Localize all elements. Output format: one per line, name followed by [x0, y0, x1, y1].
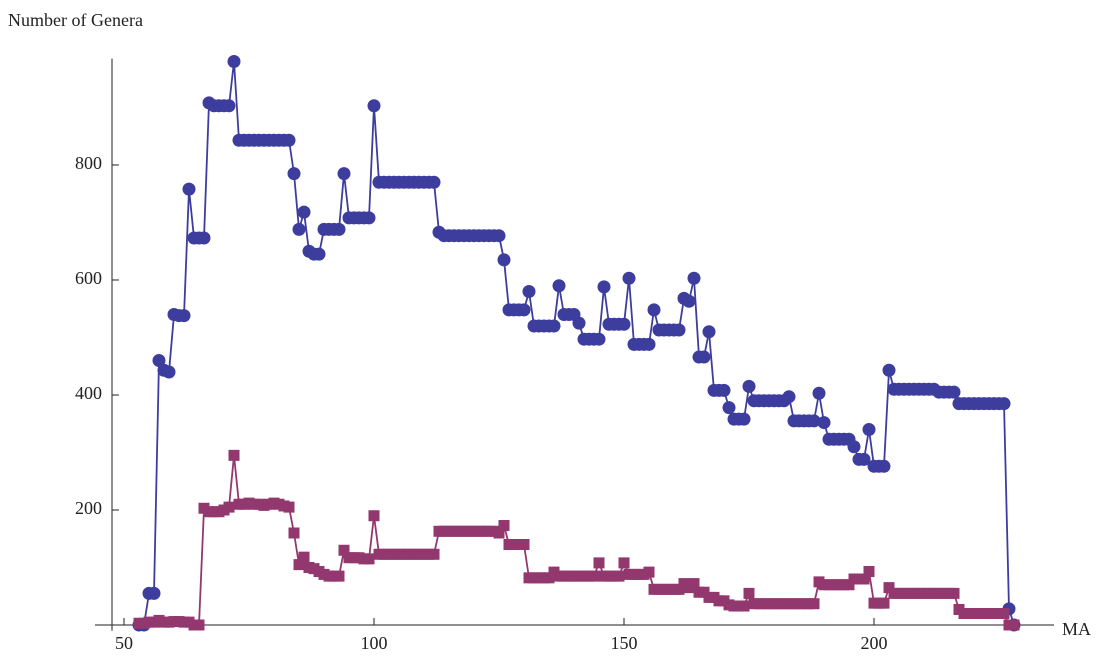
- point: [673, 583, 685, 595]
- point: [493, 527, 505, 539]
- point: [858, 573, 870, 585]
- point: [682, 294, 696, 308]
- point: [672, 323, 686, 337]
- point: [162, 365, 176, 379]
- point: [997, 397, 1011, 411]
- point: [362, 211, 376, 225]
- point: [147, 586, 161, 600]
- point: [283, 501, 295, 513]
- point: [687, 271, 701, 285]
- point: [702, 325, 716, 339]
- point: [697, 350, 711, 364]
- point: [622, 271, 636, 285]
- point: [223, 501, 235, 513]
- point: [522, 284, 536, 298]
- x-tick-label: 150: [611, 633, 638, 653]
- point: [333, 570, 345, 582]
- point: [492, 229, 506, 243]
- point: [882, 363, 896, 377]
- point: [428, 548, 440, 560]
- point: [878, 597, 890, 609]
- point: [298, 551, 310, 563]
- point: [593, 557, 605, 569]
- point: [948, 587, 960, 599]
- point: [613, 570, 625, 582]
- point: [742, 379, 756, 393]
- point: [722, 401, 736, 415]
- point: [688, 578, 700, 590]
- point: [498, 520, 510, 532]
- point: [297, 205, 311, 219]
- point: [293, 559, 305, 571]
- point: [808, 598, 820, 610]
- point: [643, 566, 655, 578]
- point: [197, 231, 211, 245]
- point: [857, 452, 871, 466]
- point: [617, 317, 631, 331]
- point: [812, 386, 826, 400]
- point: [738, 600, 750, 612]
- y-axis-label: Number of Genera: [8, 10, 143, 30]
- point: [1008, 619, 1020, 631]
- point: [743, 587, 755, 599]
- point: [543, 572, 555, 584]
- point: [883, 582, 895, 594]
- point: [363, 553, 375, 565]
- point: [517, 303, 531, 317]
- point: [282, 133, 296, 147]
- point: [287, 167, 301, 181]
- point: [338, 544, 350, 556]
- point: [572, 316, 586, 330]
- point: [863, 566, 875, 578]
- point: [552, 279, 566, 293]
- point: [807, 414, 821, 428]
- point: [337, 167, 351, 181]
- point: [843, 579, 855, 591]
- point: [817, 416, 831, 430]
- point: [782, 390, 796, 404]
- point: [717, 383, 731, 397]
- point: [177, 309, 191, 323]
- point: [193, 619, 205, 631]
- point: [647, 303, 661, 317]
- point: [182, 182, 196, 196]
- point: [227, 54, 241, 68]
- point: [497, 253, 511, 267]
- point: [228, 449, 240, 461]
- x-tick-label: 200: [861, 633, 888, 653]
- point: [592, 332, 606, 346]
- point: [547, 319, 561, 333]
- point: [877, 459, 891, 473]
- point: [368, 510, 380, 522]
- point: [642, 337, 656, 351]
- y-tick-label: 200: [75, 498, 102, 518]
- point: [288, 527, 300, 539]
- point: [998, 607, 1010, 619]
- point: [862, 422, 876, 436]
- point: [332, 222, 346, 236]
- point: [618, 557, 630, 569]
- point: [737, 412, 751, 426]
- y-tick-label: 800: [75, 153, 102, 173]
- y-tick-label: 600: [75, 268, 102, 288]
- x-tick-label: 50: [115, 633, 133, 653]
- point: [588, 570, 600, 582]
- point: [292, 222, 306, 236]
- point: [427, 175, 441, 189]
- point: [947, 385, 961, 399]
- point: [597, 280, 611, 294]
- point: [847, 440, 861, 454]
- point: [222, 99, 236, 113]
- point: [518, 538, 530, 550]
- point: [152, 353, 166, 367]
- y-tick-label: 400: [75, 383, 102, 403]
- x-tick-label: 100: [361, 633, 388, 653]
- point: [312, 247, 326, 261]
- x-axis-label: MA: [1062, 619, 1091, 639]
- point: [367, 99, 381, 113]
